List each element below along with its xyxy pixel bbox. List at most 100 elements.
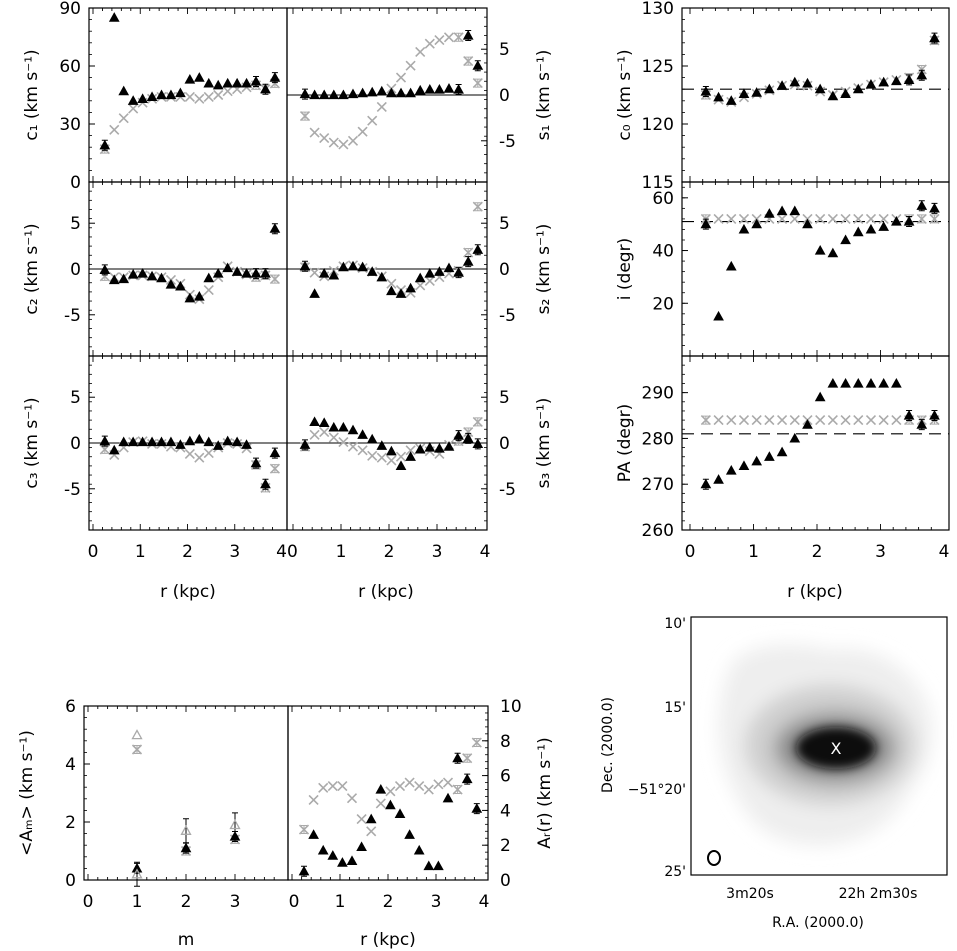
- gray-point-pa-2: [726, 415, 737, 426]
- black-point-s3-4: [338, 421, 349, 432]
- gray-point-c1-1: [109, 124, 120, 135]
- xtick-label-s3-1: 1: [336, 542, 347, 562]
- ytick-label-c1-2: 60: [59, 57, 81, 77]
- black-point-c2-9: [184, 292, 196, 303]
- black-point-incl-3: [738, 223, 750, 234]
- black-point-c3-12: [212, 440, 224, 450]
- gray-point-c1-3: [128, 103, 139, 114]
- black-point-incl-13: [865, 223, 877, 234]
- galaxy-core: [796, 727, 876, 769]
- black-point-s3-12: [414, 443, 426, 454]
- black-point-s2-2: [318, 268, 330, 278]
- ytick-label-c3-2: 5: [70, 388, 81, 408]
- gray-point-c2-18: [269, 274, 280, 285]
- gray-point-c2-11: [203, 284, 214, 296]
- gray-point-s2-13: [424, 275, 435, 286]
- ytick-label-c0-0: 115: [642, 173, 674, 193]
- gray-point-ar-6: [356, 814, 367, 825]
- black-point-pa-15: [891, 377, 902, 388]
- black-point-pa-14: [878, 377, 890, 388]
- black-point-c2-12: [212, 268, 224, 278]
- black-point-ar-0: [298, 865, 310, 876]
- ytick-label-s1-1: 0: [499, 86, 510, 106]
- black-point-c2-15: [241, 268, 252, 278]
- gray-point-c1-2: [118, 113, 129, 124]
- ytick-label-ar-1: 2: [500, 836, 511, 856]
- black-point-c1-15: [241, 77, 252, 88]
- gray-point-ar-1: [308, 794, 319, 806]
- black-point-s3-3: [328, 421, 340, 432]
- ytick-label-c2-2: 5: [70, 214, 81, 234]
- beam-icon: [707, 850, 721, 866]
- gray-point-ar-2: [318, 782, 329, 793]
- gray-point-s1-1: [309, 127, 320, 138]
- black-point-pa-3: [738, 460, 750, 470]
- black-point-c2-7: [165, 279, 177, 289]
- gray-point-s1-11: [405, 60, 416, 71]
- black-point-pa-13: [865, 377, 877, 388]
- black-point-s3-11: [405, 451, 416, 461]
- gray-point-s1-6: [357, 126, 368, 137]
- black-point-c3-13: [222, 435, 234, 446]
- open-err-am-3: [232, 812, 238, 838]
- black-point-ar-5: [346, 855, 358, 865]
- black-point-s3-2: [318, 417, 330, 427]
- map-ytick-2: 15': [664, 700, 686, 716]
- xlabel-s3: r (kpc): [358, 582, 414, 602]
- ylabel-am: <Aₘ> (km s⁻¹): [17, 730, 37, 856]
- black-point-c3-14: [231, 436, 243, 447]
- ytick-label-pa-3: 290: [642, 384, 674, 404]
- black-point-c1-12: [212, 79, 224, 90]
- black-point-c2-6: [156, 272, 167, 283]
- ytick-label-s3-1: 0: [499, 434, 510, 454]
- ylabel-c3: c₃ (km s⁻¹): [22, 397, 42, 488]
- black-point-s1-18: [472, 60, 484, 70]
- ytick-label-ar-0: 0: [500, 871, 511, 891]
- gray-point-pa-11: [840, 415, 851, 426]
- gray-point-s3-8: [376, 452, 387, 463]
- black-point-s2-17: [462, 256, 474, 266]
- black-point-c0-16: [903, 74, 915, 85]
- gray-point-s2-17: [463, 247, 474, 258]
- black-point-c3-8: [175, 439, 186, 449]
- black-point-s1-5: [347, 88, 359, 99]
- black-point-s1-17: [462, 29, 474, 40]
- ytick-label-pa-2: 280: [642, 429, 674, 449]
- black-point-incl-2: [725, 260, 737, 271]
- gray-point-c3-10: [194, 452, 205, 463]
- xtick-label-pa-2: 2: [812, 542, 823, 562]
- gray-point-pa-7: [789, 415, 800, 426]
- gray-point-ar-5: [346, 793, 358, 804]
- black-point-s3-7: [366, 433, 378, 444]
- gray-point-ar-14: [433, 779, 444, 790]
- black-point-ar-11: [404, 829, 415, 839]
- gray-point-incl-18: [929, 213, 940, 224]
- black-point-c2-11: [203, 272, 215, 283]
- black-point-c2-16: [250, 268, 262, 278]
- gray-point-s2-18: [472, 201, 483, 212]
- gray-point-s3-10: [395, 451, 407, 462]
- gray-point-incl-11: [840, 213, 851, 224]
- gray-point-pa-4: [751, 415, 762, 426]
- gray-point-s1-12: [415, 46, 426, 58]
- map-xtick-right: 22h 2m30s: [839, 886, 918, 902]
- black-point-incl-8: [802, 218, 813, 229]
- gray-point-ar-3: [327, 780, 338, 792]
- black-point-incl-10: [827, 247, 839, 258]
- gray-point-s1-14: [434, 34, 445, 46]
- black-point-pa-2: [725, 464, 737, 475]
- black-point-s2-3: [328, 269, 340, 280]
- black-point-s2-4: [338, 261, 349, 272]
- xtick-label-c3-2: 2: [182, 542, 193, 562]
- ytick-label-ar-2: 4: [500, 801, 511, 821]
- ytick-label-s1-0: -5: [499, 132, 516, 152]
- ytick-label-ar-5: 10: [500, 697, 522, 717]
- black-point-incl-17: [916, 200, 928, 210]
- black-point-ar-18: [471, 803, 483, 813]
- black-point-c1-14: [231, 77, 243, 88]
- gray-point-incl-10: [827, 213, 838, 224]
- ytick-label-am-0: 0: [65, 871, 76, 891]
- black-point-c0-7: [789, 76, 801, 87]
- black-point-incl-11: [840, 234, 851, 245]
